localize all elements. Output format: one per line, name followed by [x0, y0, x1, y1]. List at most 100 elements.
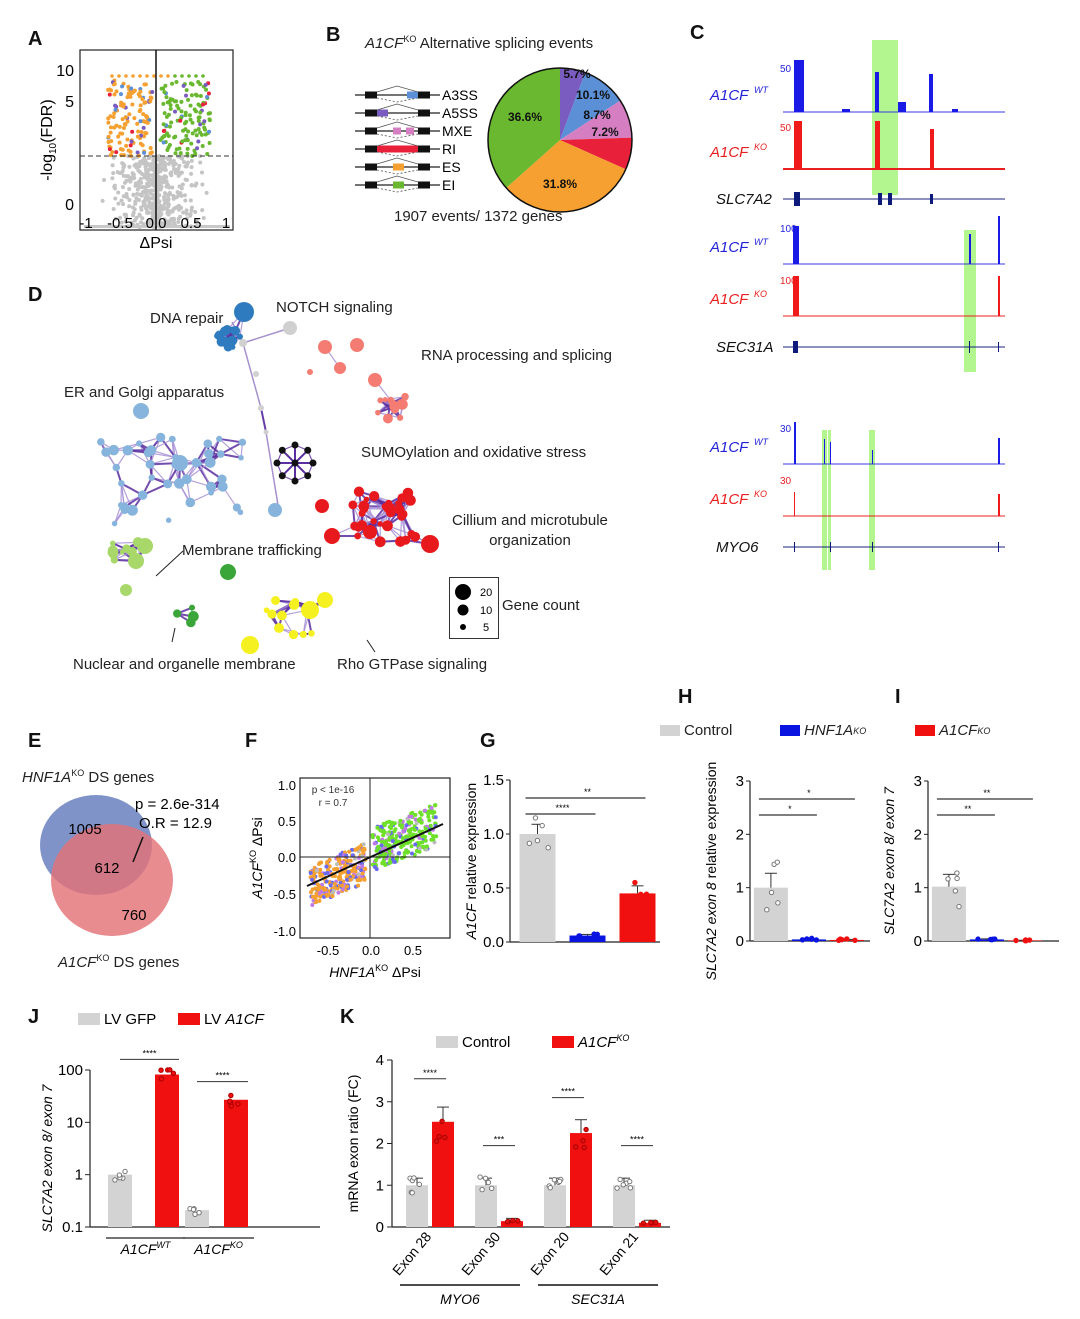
volcano-point: [152, 74, 156, 78]
volcano-point: [185, 151, 190, 156]
panel-label: B: [326, 24, 341, 46]
network-node: [253, 371, 259, 377]
data-point: [196, 1209, 202, 1216]
panel-e: E HNF1AKO DS genes 1005 612 760 p = 2.6e…: [0, 690, 240, 990]
data-point: [190, 1206, 197, 1213]
volcano-point: [189, 93, 194, 98]
legend-sup: KO: [853, 725, 867, 736]
network-node: [395, 500, 403, 508]
wt-track-sup: WT: [754, 237, 769, 247]
venn-only1: 1005: [68, 821, 101, 838]
network-node: [278, 446, 286, 454]
gene-name: SEC31A: [716, 339, 774, 356]
bar: [501, 1221, 523, 1227]
network-node: [263, 429, 269, 435]
scatter-point: [397, 831, 402, 836]
scatter-point: [341, 887, 346, 892]
data-point: [479, 1186, 485, 1193]
volcano-point: [139, 133, 144, 138]
scatter-point: [432, 840, 437, 845]
volcano-point: [106, 120, 111, 125]
volcano-point: [174, 147, 179, 152]
volcano-point: [196, 127, 201, 132]
scatter-point: [398, 818, 403, 823]
event-type-label: RI: [442, 141, 456, 157]
volcano-point: [172, 99, 177, 104]
pie-slice-a5ss: [560, 68, 586, 140]
volcano-point: [162, 217, 167, 222]
network-node: [107, 547, 119, 558]
data-point: [556, 1178, 563, 1185]
network-node: [407, 530, 416, 539]
regression-line: [306, 823, 444, 887]
volcano-point: [113, 103, 118, 108]
cluster-label-membrane: Membrane trafficking: [182, 542, 322, 559]
significance-label: ***: [494, 1135, 505, 1145]
scatter-point: [315, 882, 320, 887]
scatter-point: [408, 830, 413, 835]
network-node: [318, 340, 332, 354]
volcano-point: [135, 150, 140, 155]
volcano-point: [145, 74, 149, 78]
wt-track-label: A1CF: [709, 239, 749, 256]
network-node: [181, 474, 192, 485]
network-node: [238, 455, 244, 461]
volcano-point: [161, 122, 166, 127]
volcano-point: [120, 117, 125, 122]
bar: [753, 887, 788, 941]
x-tick: 0.5: [404, 943, 422, 958]
data-point: [545, 845, 551, 851]
data-point: [510, 1217, 516, 1224]
volcano-plot: 10 5 0 -1 -0.5 0.0 0.5 1 ΔPsi -log10(FDR…: [39, 49, 234, 252]
network-node: [291, 598, 299, 607]
scatter-point: [401, 829, 406, 834]
volcano-point: [186, 129, 191, 134]
volcano-point: [106, 134, 111, 139]
splice-arc: [376, 85, 419, 93]
volcano-point: [161, 156, 166, 161]
network-node: [401, 392, 409, 401]
volcano-point: [139, 205, 144, 210]
volcano-point: [157, 208, 162, 213]
volcano-point: [187, 74, 191, 78]
scatter-point: [362, 877, 367, 882]
data-point: [488, 1185, 495, 1192]
scatter-point: [380, 839, 385, 844]
panel-label: F: [245, 730, 258, 752]
data-point: [411, 1175, 417, 1181]
network-node: [348, 500, 358, 510]
data-point: [952, 888, 959, 894]
bar: [619, 893, 656, 942]
volcano-point: [106, 139, 111, 144]
splice-arc: [376, 151, 419, 157]
scatter-point: [390, 853, 395, 858]
scatter-point: [363, 866, 368, 871]
volcano-point: [111, 171, 116, 176]
network-edge: [219, 437, 243, 444]
volcano-point: [136, 129, 141, 134]
data-point: [640, 1220, 647, 1226]
leader-line: [171, 627, 176, 643]
scatter-point: [372, 841, 377, 846]
wt-coverage-peak: [872, 450, 873, 464]
scatter-point: [308, 871, 313, 876]
significance-label: *: [807, 788, 811, 798]
volcano-point: [127, 187, 132, 192]
scatter-point: [432, 810, 437, 815]
panel-h: H 0 1 2 3 * * SLC7A2 exon 8 relative expressio…: [660, 680, 870, 990]
scatter-point: [413, 842, 418, 847]
scatter-point: [412, 827, 417, 832]
volcano-point: [113, 216, 118, 221]
legend-swatch: [660, 725, 680, 736]
bar: [544, 1185, 566, 1227]
scatter-point: [417, 829, 422, 834]
exon-block: [872, 542, 873, 552]
wt-track-label: A1CF: [709, 87, 749, 104]
scatter-point: [320, 886, 325, 891]
network-node: [133, 403, 149, 419]
network-node: [186, 499, 192, 505]
significance-label: **: [584, 787, 592, 797]
panel-label: C: [690, 22, 705, 44]
exon-box: [418, 163, 430, 171]
volcano-point: [181, 83, 186, 88]
